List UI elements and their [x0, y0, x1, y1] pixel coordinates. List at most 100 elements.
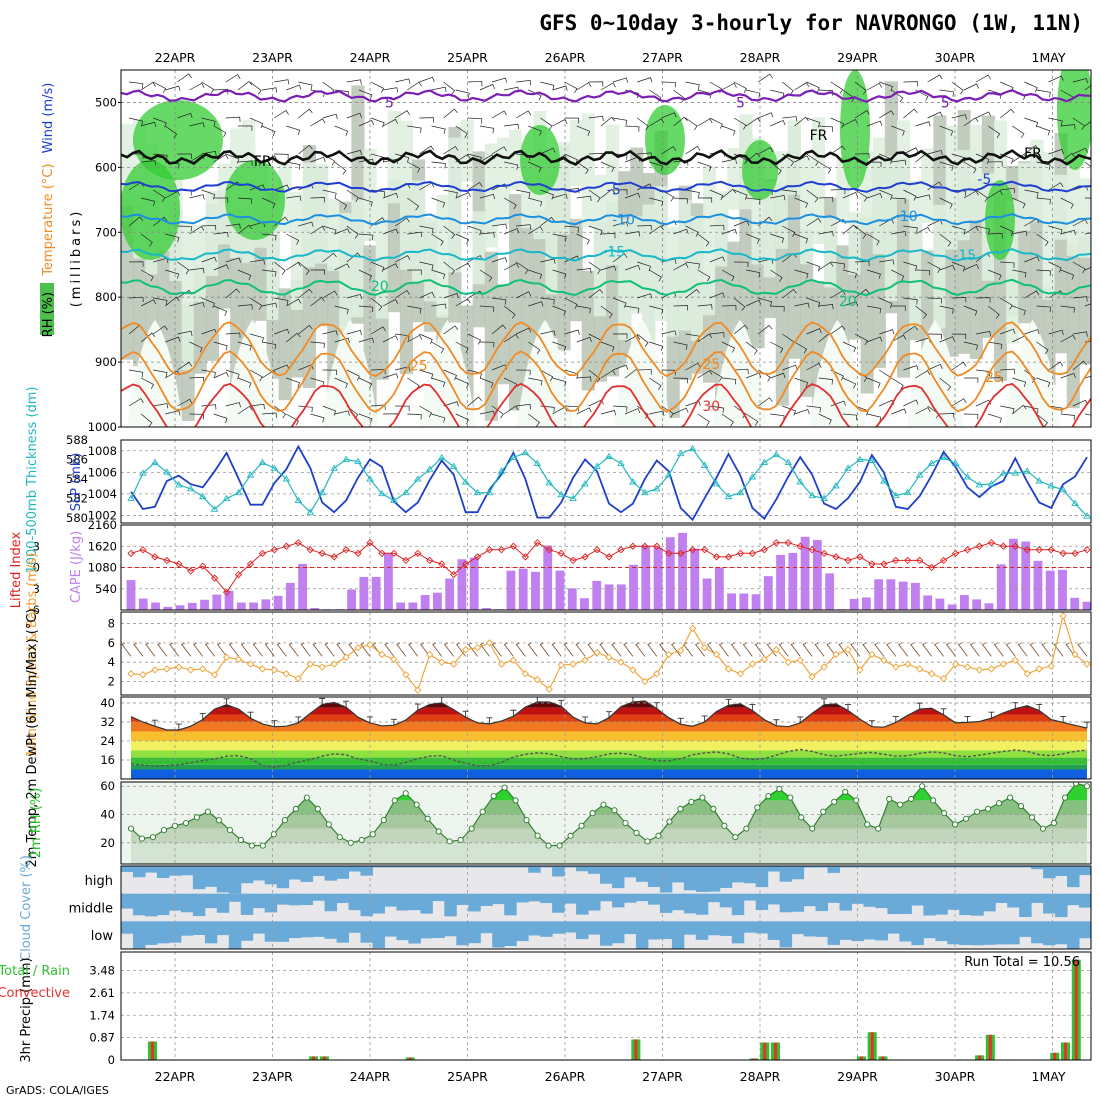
- cloud-bar-middle: [899, 893, 912, 914]
- wind10-point: [1083, 660, 1091, 668]
- wind-barb: [963, 117, 979, 127]
- wind-barb: [334, 197, 348, 210]
- rh-tongue: [907, 320, 963, 427]
- wind-barb: [225, 369, 240, 380]
- series-temp2m: [130, 700, 1088, 731]
- ylabel-upper-air: RH (%) Temperature (°C) Wind (m/s): [41, 83, 56, 338]
- rh-shade-light: [412, 180, 426, 283]
- wind-barb: [516, 80, 532, 86]
- cape-bar: [518, 568, 528, 610]
- wind-barb: [649, 161, 664, 171]
- cape-bar: [616, 584, 626, 610]
- date-label-top: 26APR: [545, 50, 586, 65]
- thickness-point: [880, 477, 888, 484]
- date-label-top: 25APR: [447, 50, 488, 65]
- wind-barb: [685, 117, 698, 131]
- cape-bar: [629, 564, 638, 610]
- cloud-bar-low: [755, 921, 769, 934]
- isotherm-25: [121, 321, 1091, 378]
- wind-barb: [140, 413, 153, 427]
- wind10-point: [246, 660, 255, 668]
- temp-whisker: [916, 702, 923, 710]
- wind-barb: [382, 335, 399, 343]
- date-label-bottom: 30APR: [935, 1069, 976, 1084]
- wind-barb: [576, 125, 591, 136]
- wind10-point: [450, 660, 458, 668]
- wind10-barb: [874, 643, 885, 657]
- wind-barb: [879, 110, 895, 119]
- wind-barb: [504, 161, 519, 170]
- li-point: [270, 546, 279, 554]
- wind-barb: [491, 146, 507, 155]
- cloud-bar-high: [887, 866, 900, 868]
- cloud-bar-middle: [336, 893, 350, 904]
- rh-point: [292, 805, 299, 812]
- wind-barb: [262, 87, 278, 93]
- wind-barb: [395, 290, 410, 299]
- wind-barb: [286, 195, 302, 201]
- li-point: [1083, 546, 1091, 554]
- wind-barb: [1000, 368, 1015, 375]
- rh-shade-light: [1018, 162, 1032, 231]
- temp-band: [131, 757, 1087, 765]
- wind10-point: [127, 670, 135, 678]
- cape-bar: [751, 594, 761, 610]
- rh-point: [831, 798, 838, 805]
- cape-bar: [261, 599, 271, 610]
- cloud-bar-low: [540, 921, 553, 937]
- wind10-point: [987, 665, 996, 673]
- cape-bar: [653, 547, 663, 610]
- cape-bar: [200, 599, 209, 610]
- wind-barb: [891, 159, 907, 166]
- cloud-bar-low: [348, 921, 362, 933]
- isotherm-25b: [121, 350, 1091, 413]
- wind-barb: [358, 337, 375, 343]
- rh-shade-light: [727, 147, 741, 210]
- cloud-bar-low: [827, 921, 841, 945]
- wind-barb: [177, 153, 192, 159]
- rh-shade-light: [690, 215, 704, 341]
- wind-barb: [806, 217, 822, 227]
- wind-barb: [637, 369, 652, 375]
- li-point: [438, 560, 446, 568]
- precip-bar-convective: [322, 1056, 326, 1060]
- wind-barb: [540, 330, 556, 336]
- li-point: [605, 553, 613, 561]
- wind-barb: [153, 297, 168, 306]
- cloud-bar-middle: [863, 893, 876, 907]
- wind10-point: [438, 658, 446, 666]
- wind-barb: [770, 119, 786, 127]
- wind-barb: [382, 118, 399, 127]
- wind-barb: [758, 147, 774, 155]
- wind10-point: [330, 660, 338, 668]
- rh-point: [391, 797, 398, 804]
- temp-whisker: [868, 720, 875, 727]
- rh-point: [996, 800, 1003, 807]
- wind-barb: [358, 89, 373, 100]
- cloud-bar-middle: [935, 893, 948, 915]
- wind-barb: [189, 301, 205, 308]
- wind-barb: [153, 117, 167, 128]
- wind-barb: [128, 398, 144, 407]
- wind-barb: [854, 260, 870, 267]
- wind10-point: [748, 660, 757, 668]
- rh-shade: [1078, 235, 1091, 365]
- thickness-point: [975, 481, 984, 488]
- wind-barb: [419, 261, 434, 270]
- cape-bar: [163, 606, 173, 610]
- wind-barb: [891, 125, 905, 136]
- thickness-point: [318, 488, 326, 496]
- wind-barb: [491, 405, 504, 419]
- thickness-point: [342, 455, 350, 462]
- wind-barb: [443, 369, 457, 381]
- cape-bar: [567, 588, 577, 610]
- li-point: [1011, 542, 1019, 550]
- wind10-point: [772, 646, 780, 654]
- rh-point: [501, 784, 508, 791]
- wind-barb: [407, 334, 423, 343]
- cape-bar: [1045, 570, 1055, 610]
- cloud-bar-middle: [875, 893, 888, 909]
- li-point: [963, 546, 972, 554]
